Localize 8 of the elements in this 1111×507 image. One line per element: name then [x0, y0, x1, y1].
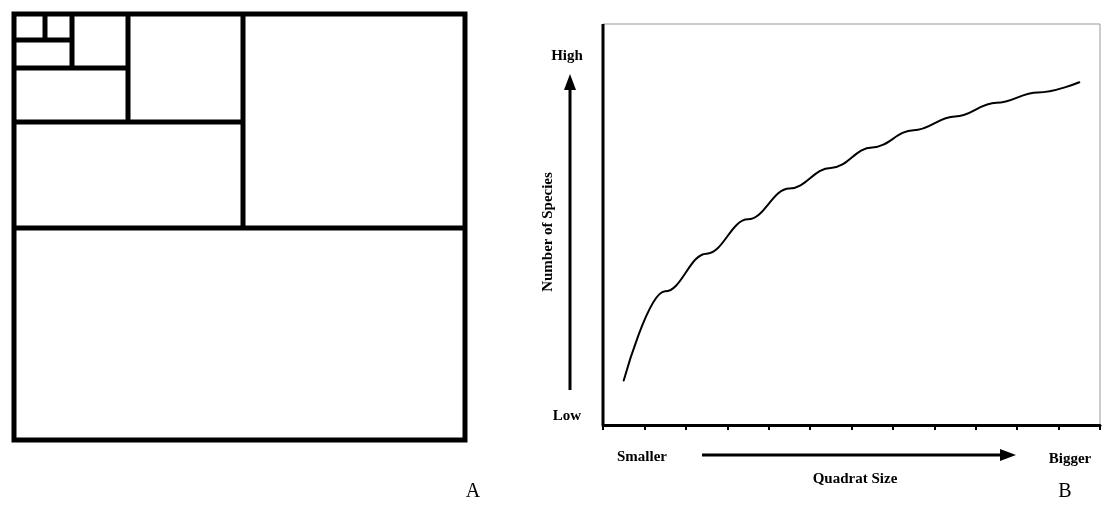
text: Bigger — [1048, 450, 1092, 466]
x-axis-title: Quadrat Size — [812, 470, 898, 486]
text: Smaller — [617, 448, 668, 464]
text: Low — [552, 407, 582, 423]
text: B — [1058, 479, 1072, 501]
y-axis-title: Number of Species — [539, 171, 555, 292]
text: High — [551, 47, 584, 63]
text: A — [465, 479, 481, 501]
